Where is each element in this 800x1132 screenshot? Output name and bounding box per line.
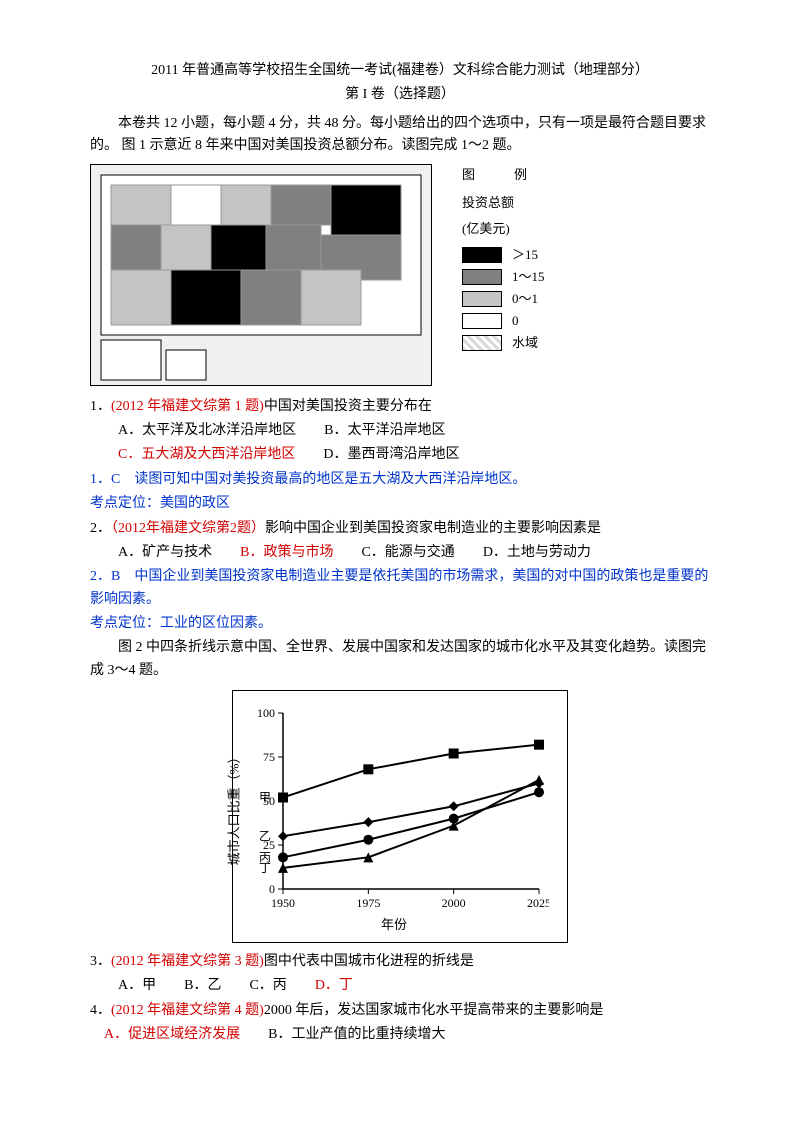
q1-answer: 1．C 读图可知中国对美投资最高的地区是五大湖及大西洋沿岸地区。 <box>90 469 710 491</box>
q3-optC: C．丙 <box>249 978 286 993</box>
legend-sub2: (亿美元) <box>462 218 545 240</box>
svg-text:2000: 2000 <box>442 896 466 910</box>
q1-topic: 考点定位：美国的政区 <box>90 493 710 515</box>
q3-optB: B．乙 <box>184 978 221 993</box>
q2-optB: B．政策与市场 <box>240 545 333 560</box>
q3-text: 图中代表中国城市化进程的折线是 <box>264 954 474 969</box>
svg-text:丁: 丁 <box>259 861 271 875</box>
figure-1: 图 例 投资总额 (亿美元) ＞151～150～10水域 <box>90 164 710 386</box>
legend-label: ＞15 <box>512 244 538 266</box>
chart-frame: 城市人口比重（%） 02550751001950197520002025甲乙丙丁… <box>232 690 568 943</box>
legend-swatch <box>462 269 502 285</box>
q1-text: 中国对美国投资主要分布在 <box>264 399 432 414</box>
svg-text:2025: 2025 <box>527 896 549 910</box>
q1-optC: C．五大湖及大西洋沿岸地区 <box>118 447 295 462</box>
q4-tag: (2012 年福建文综第 4 题) <box>111 1003 264 1018</box>
q2-num: 2． <box>90 521 111 536</box>
q1-num: 1． <box>90 399 111 414</box>
chart-ylabel: 城市人口比重（%） <box>225 751 246 866</box>
q3-optA: A．甲 <box>118 978 156 993</box>
q1-optD: D．墨西哥湾沿岸地区 <box>323 447 459 462</box>
q1-optA: A．太平洋及北冰洋沿岸地区 <box>118 423 296 438</box>
q4-optA: A．促进区域经济发展 <box>104 1027 240 1042</box>
q1-optB: B．太平洋沿岸地区 <box>324 423 445 438</box>
legend-label: 水域 <box>512 332 538 354</box>
q4-stem: 4．(2012 年福建文综第 4 题)2000 年后，发达国家城市化水平提高带来… <box>90 1000 710 1022</box>
legend-label: 0 <box>512 310 519 332</box>
svg-text:甲: 甲 <box>259 791 271 805</box>
q2-stem: 2．（2012年福建文综第2题）影响中国企业到美国投资家电制造业的主要影响因素是 <box>90 518 710 540</box>
svg-text:1950: 1950 <box>271 896 295 910</box>
map-legend: 图 例 投资总额 (亿美元) ＞151～150～10水域 <box>462 164 545 355</box>
q3-optD: D．丁 <box>315 978 353 993</box>
q2-optA: A．矿产与技术 <box>118 545 212 560</box>
q3-num: 3． <box>90 954 111 969</box>
legend-swatch <box>462 313 502 329</box>
q4-opts: A．促进区域经济发展 B．工业产值的比重持续增大 <box>90 1024 710 1046</box>
svg-text:1975: 1975 <box>356 896 380 910</box>
q3-opts: A．甲 B．乙 C．丙 D．丁 <box>90 975 710 997</box>
urbanization-chart: 城市人口比重（%） 02550751001950197520002025甲乙丙丁 <box>239 703 549 913</box>
legend-row: 0 <box>462 310 545 332</box>
fig2-intro: 图 2 中四条折线示意中国、全世界、发展中国家和发达国家的城市化水平及其变化趋势… <box>90 637 710 682</box>
q2-opts: A．矿产与技术 B．政策与市场 C．能源与交通 D．土地与劳动力 <box>90 542 710 564</box>
q4-optB: B．工业产值的比重持续增大 <box>268 1027 445 1042</box>
svg-text:75: 75 <box>263 750 275 764</box>
svg-text:0: 0 <box>269 882 275 896</box>
q4-num: 4． <box>90 1003 111 1018</box>
legend-row: ＞15 <box>462 244 545 266</box>
q3-stem: 3．(2012 年福建文综第 3 题)图中代表中国城市化进程的折线是 <box>90 951 710 973</box>
legend-swatch <box>462 335 502 351</box>
exam-title: 2011 年普通高等学校招生全国统一考试(福建卷）文科综合能力测试（地理部分） <box>90 60 710 82</box>
intro: 本卷共 12 小题，每小题 4 分，共 48 分。每小题给出的四个选项中，只有一… <box>90 113 710 158</box>
legend-label: 0～1 <box>512 288 538 310</box>
q2-topic: 考点定位：工业的区位因素。 <box>90 613 710 635</box>
legend-row: 水域 <box>462 332 545 354</box>
q1-tag: (2012 年福建文综第 1 题) <box>111 399 264 414</box>
q2-answer: 2．B 中国企业到美国投资家电制造业主要是依托美国的市场需求，美国的对中国的政策… <box>90 566 710 611</box>
us-map <box>90 164 432 386</box>
q2-optD: D．土地与劳动力 <box>483 545 591 560</box>
q4-text: 2000 年后，发达国家城市化水平提高带来的主要影响是 <box>264 1003 604 1018</box>
legend-heading: 图 例 <box>462 164 545 186</box>
q1-opts-row1: A．太平洋及北冰洋沿岸地区 B．太平洋沿岸地区 <box>90 420 710 442</box>
q2-tag: （2012年福建文综第2题） <box>111 521 265 536</box>
chart-xlabel: 年份 <box>239 915 549 936</box>
legend-label: 1～15 <box>512 266 545 288</box>
q1-stem: 1．(2012 年福建文综第 1 题)中国对美国投资主要分布在 <box>90 396 710 418</box>
svg-text:100: 100 <box>257 706 275 720</box>
q2-optC: C．能源与交通 <box>361 545 454 560</box>
figure-2: 城市人口比重（%） 02550751001950197520002025甲乙丙丁… <box>90 690 710 943</box>
q1-opts-row2: C．五大湖及大西洋沿岸地区 D．墨西哥湾沿岸地区 <box>90 444 710 466</box>
legend-swatch <box>462 247 502 263</box>
q2-text: 影响中国企业到美国投资家电制造业的主要影响因素是 <box>265 521 601 536</box>
q3-tag: (2012 年福建文综第 3 题) <box>111 954 264 969</box>
legend-row: 0～1 <box>462 288 545 310</box>
svg-text:乙: 乙 <box>259 829 271 843</box>
legend-swatch <box>462 291 502 307</box>
section-title: 第 I 卷（选择题） <box>90 84 710 106</box>
legend-sub1: 投资总额 <box>462 192 545 214</box>
legend-row: 1～15 <box>462 266 545 288</box>
